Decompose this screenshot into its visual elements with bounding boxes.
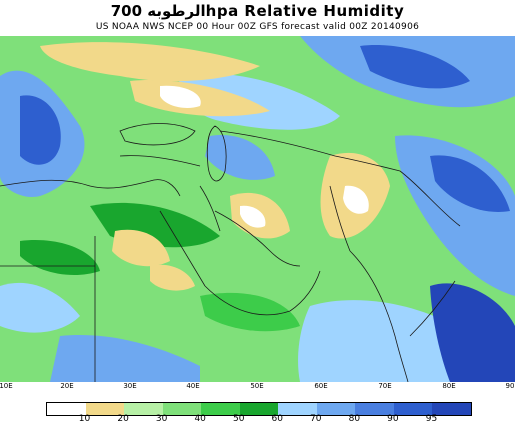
humidity-map <box>0 36 515 382</box>
x-tick-label: 10E <box>0 382 13 390</box>
coastline-gulf <box>214 210 301 267</box>
border-turkey <box>119 155 201 167</box>
legend-swatch <box>316 403 356 415</box>
legend-label: 30 <box>155 414 168 424</box>
legend-swatch <box>278 403 317 415</box>
legend-label: 10 <box>78 414 91 424</box>
legend-label: 80 <box>348 414 361 424</box>
coastline-bay-bengal <box>409 280 456 337</box>
very-dry-zone-pakistan <box>343 185 369 214</box>
map-borders <box>0 123 461 382</box>
legend-label: 95 <box>425 414 438 424</box>
border-china <box>399 170 461 227</box>
x-tick-label: 60E <box>314 382 328 390</box>
very-moist-zone-greece <box>20 95 61 165</box>
border-pakistan <box>329 185 351 252</box>
dry-zone-north <box>40 42 260 82</box>
very-moist-zone-northeast <box>360 45 470 89</box>
border-iran-iraq <box>199 185 221 232</box>
x-tick-label: 80E <box>442 382 456 390</box>
legend-label: 60 <box>271 414 283 424</box>
dry-zone-egypt <box>112 229 170 267</box>
coastline-caspian <box>206 125 227 182</box>
coastline-mediterranean <box>0 179 181 197</box>
legend-swatch <box>355 403 394 415</box>
x-tick-label: 70E <box>378 382 392 390</box>
legend-swatch <box>47 403 86 415</box>
legend-swatch <box>201 403 240 415</box>
moist-zone-south-sea <box>298 300 470 382</box>
x-axis: 10E 20E 30E 40E 50E 60E 70E 80E 90 <box>0 382 515 396</box>
x-tick-label: 90 <box>505 382 515 390</box>
legend-label: 90 <box>387 414 399 424</box>
coastline-arabia <box>204 270 321 316</box>
legend-swatch <box>239 403 279 415</box>
very-moist-zone-india-north <box>430 155 510 212</box>
legend-swatch <box>85 403 125 415</box>
moist-zone-africa-west <box>0 282 80 333</box>
legend-label: 20 <box>117 414 129 424</box>
coastline-india <box>349 250 409 382</box>
legend-swatch <box>162 403 202 415</box>
color-legend <box>46 402 472 416</box>
x-tick-label: 50E <box>250 382 264 390</box>
chart-title: الرطوبه 700hpa Relative Humidity <box>110 2 405 20</box>
very-moist-zone-bay <box>430 283 515 382</box>
legend-label: 40 <box>194 414 206 424</box>
moist-zone-caspian <box>205 135 275 180</box>
very-dry-zone-aral <box>160 85 201 108</box>
moist-zone-africa-south <box>50 335 200 382</box>
legend-label: 50 <box>232 414 245 424</box>
dry-zone-red-sea <box>150 264 195 291</box>
legend-swatch <box>432 403 472 415</box>
legend-swatch <box>124 403 163 415</box>
x-tick-label: 20E <box>60 382 74 390</box>
coastline-black-sea <box>119 123 196 146</box>
coastline-red-sea <box>159 210 206 287</box>
legend-swatch <box>393 403 433 415</box>
legend-labels: 10 20 30 40 50 60 70 80 90 95 <box>46 414 470 426</box>
x-tick-label: 40E <box>186 382 200 390</box>
x-tick-label: 30E <box>123 382 137 390</box>
legend-label: 70 <box>310 414 322 424</box>
very-dry-zone-iran <box>240 205 266 228</box>
border-central-asia <box>219 130 401 172</box>
chart-subtitle: US NOAA NWS NCEP 00 Hour 00Z GFS forecas… <box>95 22 420 32</box>
